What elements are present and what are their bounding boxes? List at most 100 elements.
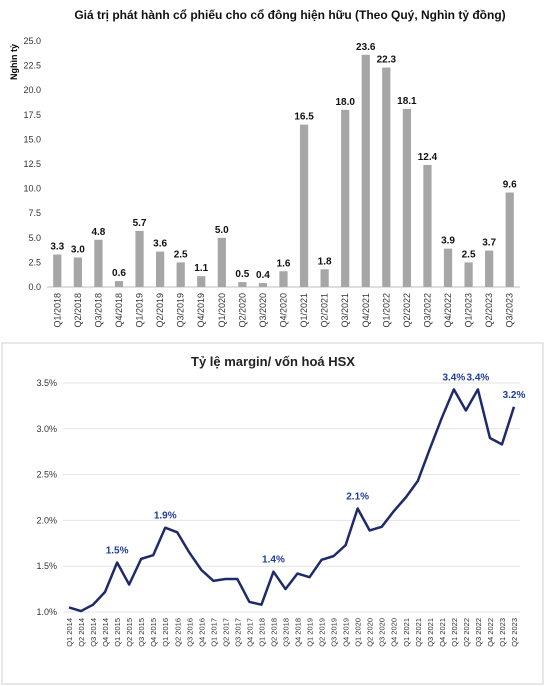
x-tick-label: Q2/2021 [320, 293, 330, 328]
data-label: 2.5 [174, 249, 188, 260]
x-tick-label: Q3 2018 [281, 618, 290, 647]
data-label: 3.3 [50, 242, 64, 253]
x-tick-label: Q1/2019 [135, 293, 145, 328]
x-tick-label: Q2 2014 [77, 618, 86, 647]
x-tick-label: Q3 2022 [474, 618, 483, 647]
x-tick-label: Q3/2019 [176, 293, 186, 328]
x-tick-label: Q4/2021 [361, 293, 371, 328]
y-tick-label: 17.5 [23, 110, 41, 120]
bar [53, 254, 62, 287]
y-tick-label: 20.0 [23, 85, 41, 95]
x-tick-label: Q3/2020 [258, 293, 268, 328]
x-tick-label: Q4 2021 [438, 618, 447, 647]
x-tick-label: Q4 2014 [101, 618, 110, 647]
x-tick-label: Q4/2019 [196, 293, 206, 328]
y-tick-label: 10.0 [23, 184, 41, 194]
data-label: 23.6 [356, 42, 376, 53]
data-label: 1.4% [262, 555, 285, 566]
bar [217, 237, 226, 287]
y-tick-label: 2.5% [36, 470, 57, 480]
bar [320, 269, 329, 287]
x-tick-label: Q1 2017 [209, 618, 218, 647]
x-tick-label: Q1 2018 [257, 618, 266, 647]
chart-title: Tỷ lệ margin/ vốn hoá HSX [191, 354, 355, 369]
x-tick-label: Q4 2016 [197, 618, 206, 647]
bar [155, 251, 165, 287]
data-label: 2.5 [462, 249, 476, 260]
y-tick-label: 2.0% [36, 515, 57, 525]
x-tick-label: Q2 2018 [269, 618, 278, 647]
x-tick-label: Q1 2022 [450, 618, 459, 647]
bar [341, 109, 350, 287]
x-tick-label: Q4 2018 [294, 618, 303, 647]
x-tick-label: Q1 2020 [354, 618, 363, 647]
x-tick-label: Q1 2016 [161, 618, 170, 647]
x-tick-label: Q2/2018 [73, 293, 83, 328]
x-tick-label: Q2/2022 [402, 293, 412, 328]
bar [485, 250, 494, 287]
x-tick-label: Q1 2021 [402, 618, 411, 647]
y-tick-label: 1.5% [36, 561, 57, 571]
y-tick-label: 3.5% [36, 378, 57, 388]
data-label: 3.7 [482, 238, 496, 249]
x-tick-label: Q1 2014 [65, 618, 74, 647]
x-tick-label: Q1/2020 [217, 293, 227, 328]
y-tick-label: 12.5 [23, 159, 41, 169]
x-tick-label: Q4 2017 [245, 618, 254, 647]
x-tick-label: Q2 2023 [510, 618, 519, 647]
x-tick-label: Q2 2016 [173, 618, 182, 647]
x-tick-label: Q4 2020 [390, 618, 399, 647]
y-tick-label: 15.0 [23, 134, 41, 144]
x-tick-label: Q1 2023 [498, 618, 507, 647]
bar [361, 54, 370, 287]
data-label: 12.4 [418, 152, 438, 163]
x-tick-label: Q3 2017 [233, 618, 242, 647]
bar [197, 276, 206, 287]
x-tick-label: Q3 2020 [378, 618, 387, 647]
bar [176, 262, 185, 287]
bar [443, 248, 453, 287]
data-label: 18.1 [397, 96, 417, 107]
x-tick-label: Q1/2022 [381, 293, 391, 328]
data-label: 4.8 [91, 227, 105, 238]
data-label: 1.1 [194, 263, 208, 274]
bar [382, 67, 391, 288]
x-tick-label: Q1/2018 [52, 293, 62, 328]
x-tick-label: Q3/2021 [340, 293, 350, 328]
x-tick-label: Q4 2015 [149, 618, 158, 647]
data-label: 0.6 [112, 268, 126, 279]
data-label: 5.0 [215, 225, 229, 236]
x-tick-label: Q4/2022 [443, 293, 453, 328]
data-label: 1.8 [318, 256, 332, 267]
x-tick-label: Q2/2023 [484, 293, 494, 328]
x-tick-label: Q3 2015 [137, 618, 146, 647]
bar [258, 283, 268, 287]
data-label: 9.6 [503, 180, 517, 191]
x-tick-label: Q2 2020 [366, 618, 375, 647]
bar [279, 271, 288, 287]
y-axis-label: Nghìn tỷ [9, 44, 19, 80]
x-tick-label: Q3/2023 [505, 293, 515, 328]
y-tick-label: 5.0 [28, 233, 41, 243]
bar [299, 124, 309, 287]
data-label: 3.2% [503, 390, 526, 401]
y-tick-label: 1.0% [36, 607, 57, 617]
data-label: 3.6 [153, 239, 167, 250]
data-label: 1.9% [154, 511, 177, 522]
data-label: 0.5 [235, 269, 249, 280]
x-tick-label: Q4/2018 [114, 293, 124, 328]
x-tick-label: Q1/2021 [299, 293, 309, 328]
data-label: 3.9 [441, 236, 455, 247]
data-label: 0.4 [256, 270, 270, 281]
x-tick-label: Q2 2021 [414, 618, 423, 647]
x-tick-label: Q3 2016 [185, 618, 194, 647]
x-tick-label: Q3/2018 [93, 293, 103, 328]
x-tick-label: Q4 2022 [486, 618, 495, 647]
x-tick-label: Q4 2019 [342, 618, 351, 647]
y-tick-label: 3.0% [36, 424, 57, 434]
x-tick-label: Q1/2023 [464, 293, 474, 328]
data-label: 2.1% [346, 491, 369, 502]
y-tick-label: 22.5 [23, 61, 41, 71]
